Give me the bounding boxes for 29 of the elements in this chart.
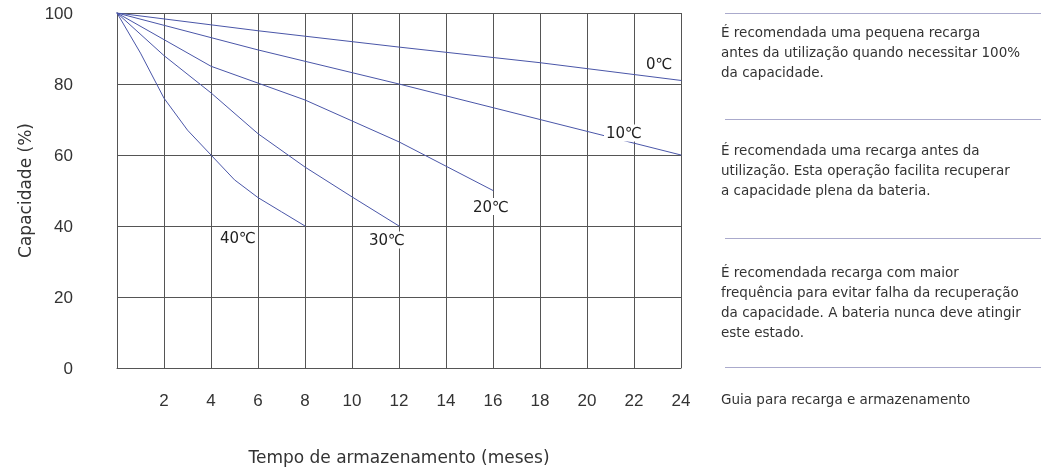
x-tick-label: 24 [671, 391, 691, 410]
x-tick-label: 2 [159, 391, 169, 410]
series-label: 40℃ [220, 229, 256, 247]
x-axis-title: Tempo de armazenamento (meses) [247, 446, 550, 467]
y-tick-label: 80 [54, 74, 73, 94]
x-tick-label: 8 [300, 391, 310, 410]
y-tick-label: 100 [44, 3, 73, 23]
y-tick-label: 40 [54, 216, 73, 236]
x-tick-label: 14 [436, 391, 456, 410]
x-tick-label: 20 [577, 391, 597, 410]
text: É recomendada uma recarga antes da utilização. Esta operação facilita recuperar a capacidade plena da bateria. [721, 141, 1011, 200]
text: É recomendada uma pequena recarga antes da utilização quando necessitar 100% da capacidade. [721, 23, 1021, 82]
y-tick-label: 0 [63, 358, 73, 378]
x-tick-label: 16 [483, 391, 503, 410]
x-tick-label: 18 [530, 391, 550, 410]
series-label: 30℃ [369, 231, 405, 249]
text: É recomendada recarga com maior frequência para evitar falha da recuperação da capacidade. A bateria nunca deve atingir este estado. [721, 263, 1021, 342]
y-axis-title: Capacidade (%) [15, 123, 36, 258]
series-label: 20℃ [473, 197, 509, 216]
y-tick-label: 60 [54, 145, 73, 165]
series-label: 0℃ [646, 55, 673, 74]
series-label: 10℃ [606, 124, 642, 142]
y-tick-label: 20 [54, 287, 73, 307]
x-tick-label: 12 [389, 391, 409, 410]
text: Guia para recarga e armazenamento [721, 391, 971, 407]
x-tick-label: 22 [624, 391, 644, 410]
x-tick-label: 6 [253, 391, 263, 410]
x-tick-label: 10 [342, 391, 362, 410]
x-tick-label: 4 [206, 391, 216, 410]
